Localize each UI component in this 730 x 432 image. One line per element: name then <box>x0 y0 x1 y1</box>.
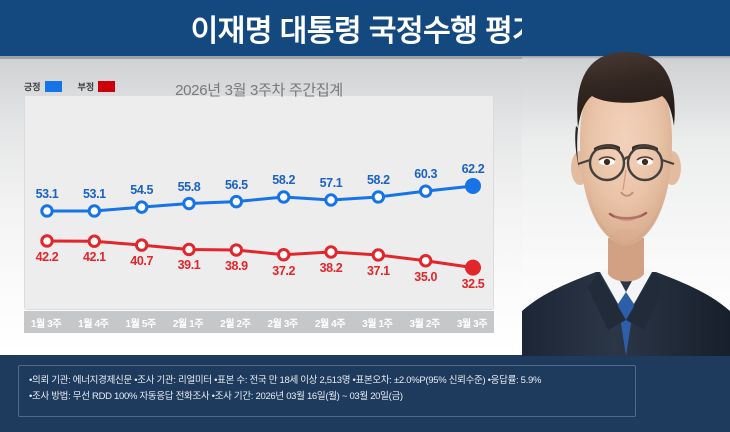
data-label: 42.2 <box>35 249 59 264</box>
blue-square-icon <box>44 81 62 92</box>
data-label: 38.2 <box>319 260 343 275</box>
data-point-marker <box>418 184 433 198</box>
data-label: 56.5 <box>224 177 248 192</box>
data-label: 39.1 <box>177 258 201 273</box>
x-axis-label: 1월 3주 <box>30 318 62 330</box>
methodology-line-2: •조사 방법: 무선 RDD 100% 자동응답 전화조사 •조사 기간: 20… <box>29 391 403 402</box>
legend-label-negative: 부정 <box>77 82 95 92</box>
data-label: 35.0 <box>414 269 438 284</box>
methodology-note: •의뢰 기관: 에너지경제신문 •조사 기관: 리얼미터 •표본 수: 전국 만… <box>18 365 636 417</box>
data-label: 53.1 <box>35 186 59 201</box>
line-chart-plot: 53.1 53.1 54.5 55.8 56.5 58.2 57.1 58.2 60.3 62.2… <box>25 96 493 309</box>
data-label: 54.5 <box>130 183 154 198</box>
data-point-marker <box>276 248 291 262</box>
series-line-positive <box>45 184 475 213</box>
data-label: 40.7 <box>130 254 154 269</box>
data-point-marker <box>182 242 196 257</box>
series-line-negative <box>45 239 475 270</box>
x-axis-label: 2월 4주 <box>314 318 346 330</box>
data-label: 38.9 <box>224 259 248 274</box>
data-label: 58.2 <box>272 172 296 187</box>
data-label: 62.2 <box>461 161 485 176</box>
data-label: 37.1 <box>366 263 390 278</box>
data-label: 60.3 <box>414 167 438 182</box>
president-portrait <box>522 0 730 356</box>
x-axis-band: 1월 3주 1월 4주 1월 5주 2월 1주 2월 2주 2월 3주 2월 4주 3월 1주… <box>24 311 494 333</box>
data-point-marker <box>465 177 481 194</box>
x-axis-label: 3월 2주 <box>409 318 441 330</box>
data-label: 55.8 <box>177 179 201 194</box>
data-point-marker <box>229 243 244 257</box>
red-square-icon <box>98 81 116 92</box>
methodology-line-1: •의뢰 기관: 에너지경제신문 •조사 기관: 리얼미터 •표본 수: 전국 만… <box>29 375 542 386</box>
data-point-marker <box>87 204 102 218</box>
x-axis-label: 2월 2주 <box>220 318 251 330</box>
data-label: 42.1 <box>82 250 106 265</box>
data-label: 53.1 <box>82 186 106 201</box>
chart-panel: 53.1 53.1 54.5 55.8 56.5 58.2 57.1 58.2 60.3 62.2… <box>24 95 494 310</box>
page-title: 이재명 대통령 국정수행 평가 <box>190 15 540 48</box>
data-point-marker <box>40 204 54 218</box>
chart-svg <box>40 177 481 276</box>
data-point-marker <box>182 196 196 211</box>
chart-subtitle: 2026년 3월 3주차 주간집계 <box>175 82 343 99</box>
legend-item-negative: 부정 <box>78 80 116 93</box>
x-axis-label: 1월 4주 <box>78 318 109 330</box>
data-point-marker <box>324 245 338 259</box>
data-label: 57.1 <box>319 175 343 190</box>
data-point-marker <box>40 234 54 248</box>
data-point-marker <box>134 238 149 252</box>
x-axis-label: 2월 3주 <box>267 318 299 330</box>
data-point-marker <box>87 234 102 248</box>
header-divider <box>0 56 730 59</box>
data-point-marker <box>371 190 386 204</box>
chart-legend: 긍정 부정 <box>24 80 125 93</box>
portrait-image <box>522 0 730 356</box>
data-label: 37.2 <box>272 263 296 278</box>
data-point-marker <box>418 254 433 268</box>
data-label: 32.5 <box>461 276 485 291</box>
data-point-marker <box>465 259 481 276</box>
legend-item-positive: 긍정 <box>24 80 62 93</box>
x-axis-label: 3월 1주 <box>362 318 393 330</box>
x-axis-label: 3월 3주 <box>456 318 488 330</box>
data-point-marker <box>229 194 244 209</box>
footer-bar: •의뢰 기관: 에너지경제신문 •조사 기관: 리얼미터 •표본 수: 전국 만… <box>0 355 730 432</box>
data-point-marker <box>134 200 149 214</box>
x-axis-label: 2월 1주 <box>172 318 204 330</box>
legend-label-positive: 긍정 <box>24 82 41 92</box>
data-point-marker <box>371 248 386 262</box>
data-label: 58.2 <box>366 172 390 187</box>
x-axis-label: 1월 5주 <box>125 318 157 330</box>
data-point-marker <box>324 193 338 207</box>
data-point-marker <box>276 190 291 204</box>
